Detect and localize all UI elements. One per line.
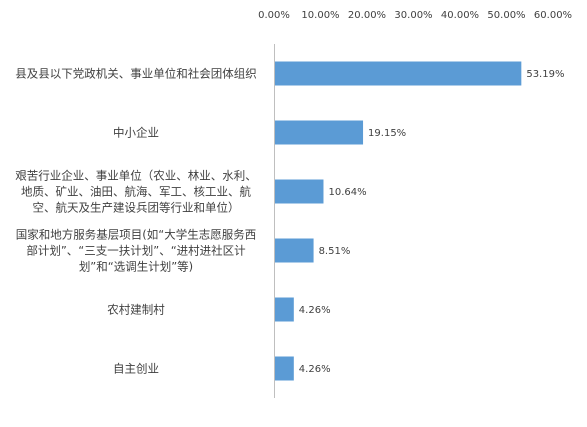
bar [275,297,294,322]
bar [275,179,324,204]
category-label-line: 农村建制村 [107,303,165,317]
category-label-line: 艰苦行业企业、事业单位（农业、林业、水利、 [15,169,257,183]
category-label: 自主创业 [113,362,159,376]
data-label: 4.26% [299,305,331,316]
category-label: 国家和地方服务基层项目(如“大学生志愿服务西部计划”、“三支一扶计划”、“进村进… [16,228,256,274]
data-label: 19.15% [368,128,406,139]
x-tick-label: 20.00% [348,10,386,21]
bar [275,61,522,86]
category-label: 农村建制村 [107,303,165,317]
category-label-line: 国家和地方服务基层项目(如“大学生志愿服务西 [16,228,256,242]
category-label-line: 划”和“选调生计划”等) [79,260,193,274]
x-tick-label: 10.00% [301,10,339,21]
category-label-line: 部计划”、“三支一扶计划”、“进村进社区计 [26,244,246,258]
category-label-line: 地质、矿业、油田、航海、军工、核工业、航 [21,185,251,199]
bar [275,238,314,263]
bar [275,120,364,145]
category-label-line: 自主创业 [113,362,159,376]
x-tick-label: 0.00% [258,10,290,21]
data-label: 10.64% [328,187,366,198]
category-label-line: 县及县以下党政机关、事业单位和社会团体组织 [15,67,257,81]
x-tick-label: 30.00% [394,10,432,21]
bar [275,356,294,381]
x-tick-label: 50.00% [487,10,525,21]
category-label-line: 空、航天及生产建设兵团等行业和单位） [33,201,240,215]
bars-group [275,61,522,381]
data-labels-group: 53.19% 19.15% 10.64% 8.51% 4.26% 4.26% [299,69,565,375]
category-label: 中小企业 [113,126,159,140]
category-labels-group: 县及县以下党政机关、事业单位和社会团体组织中小企业艰苦行业企业、事业单位（农业、… [15,67,257,376]
data-label: 8.51% [319,246,351,257]
data-label: 4.26% [299,364,331,375]
category-label-line: 中小企业 [113,126,159,140]
x-tick-label: 40.00% [441,10,479,21]
category-label: 艰苦行业企业、事业单位（农业、林业、水利、地质、矿业、油田、航海、军工、核工业、… [15,169,257,215]
data-label: 53.19% [526,69,564,80]
category-label: 县及县以下党政机关、事业单位和社会团体组织 [15,67,257,81]
x-axis-ticks: 0.00% 10.00% 20.00% 30.00% 40.00% 50.00% 60.00… [258,10,572,21]
x-tick-label: 60.00% [534,10,572,21]
